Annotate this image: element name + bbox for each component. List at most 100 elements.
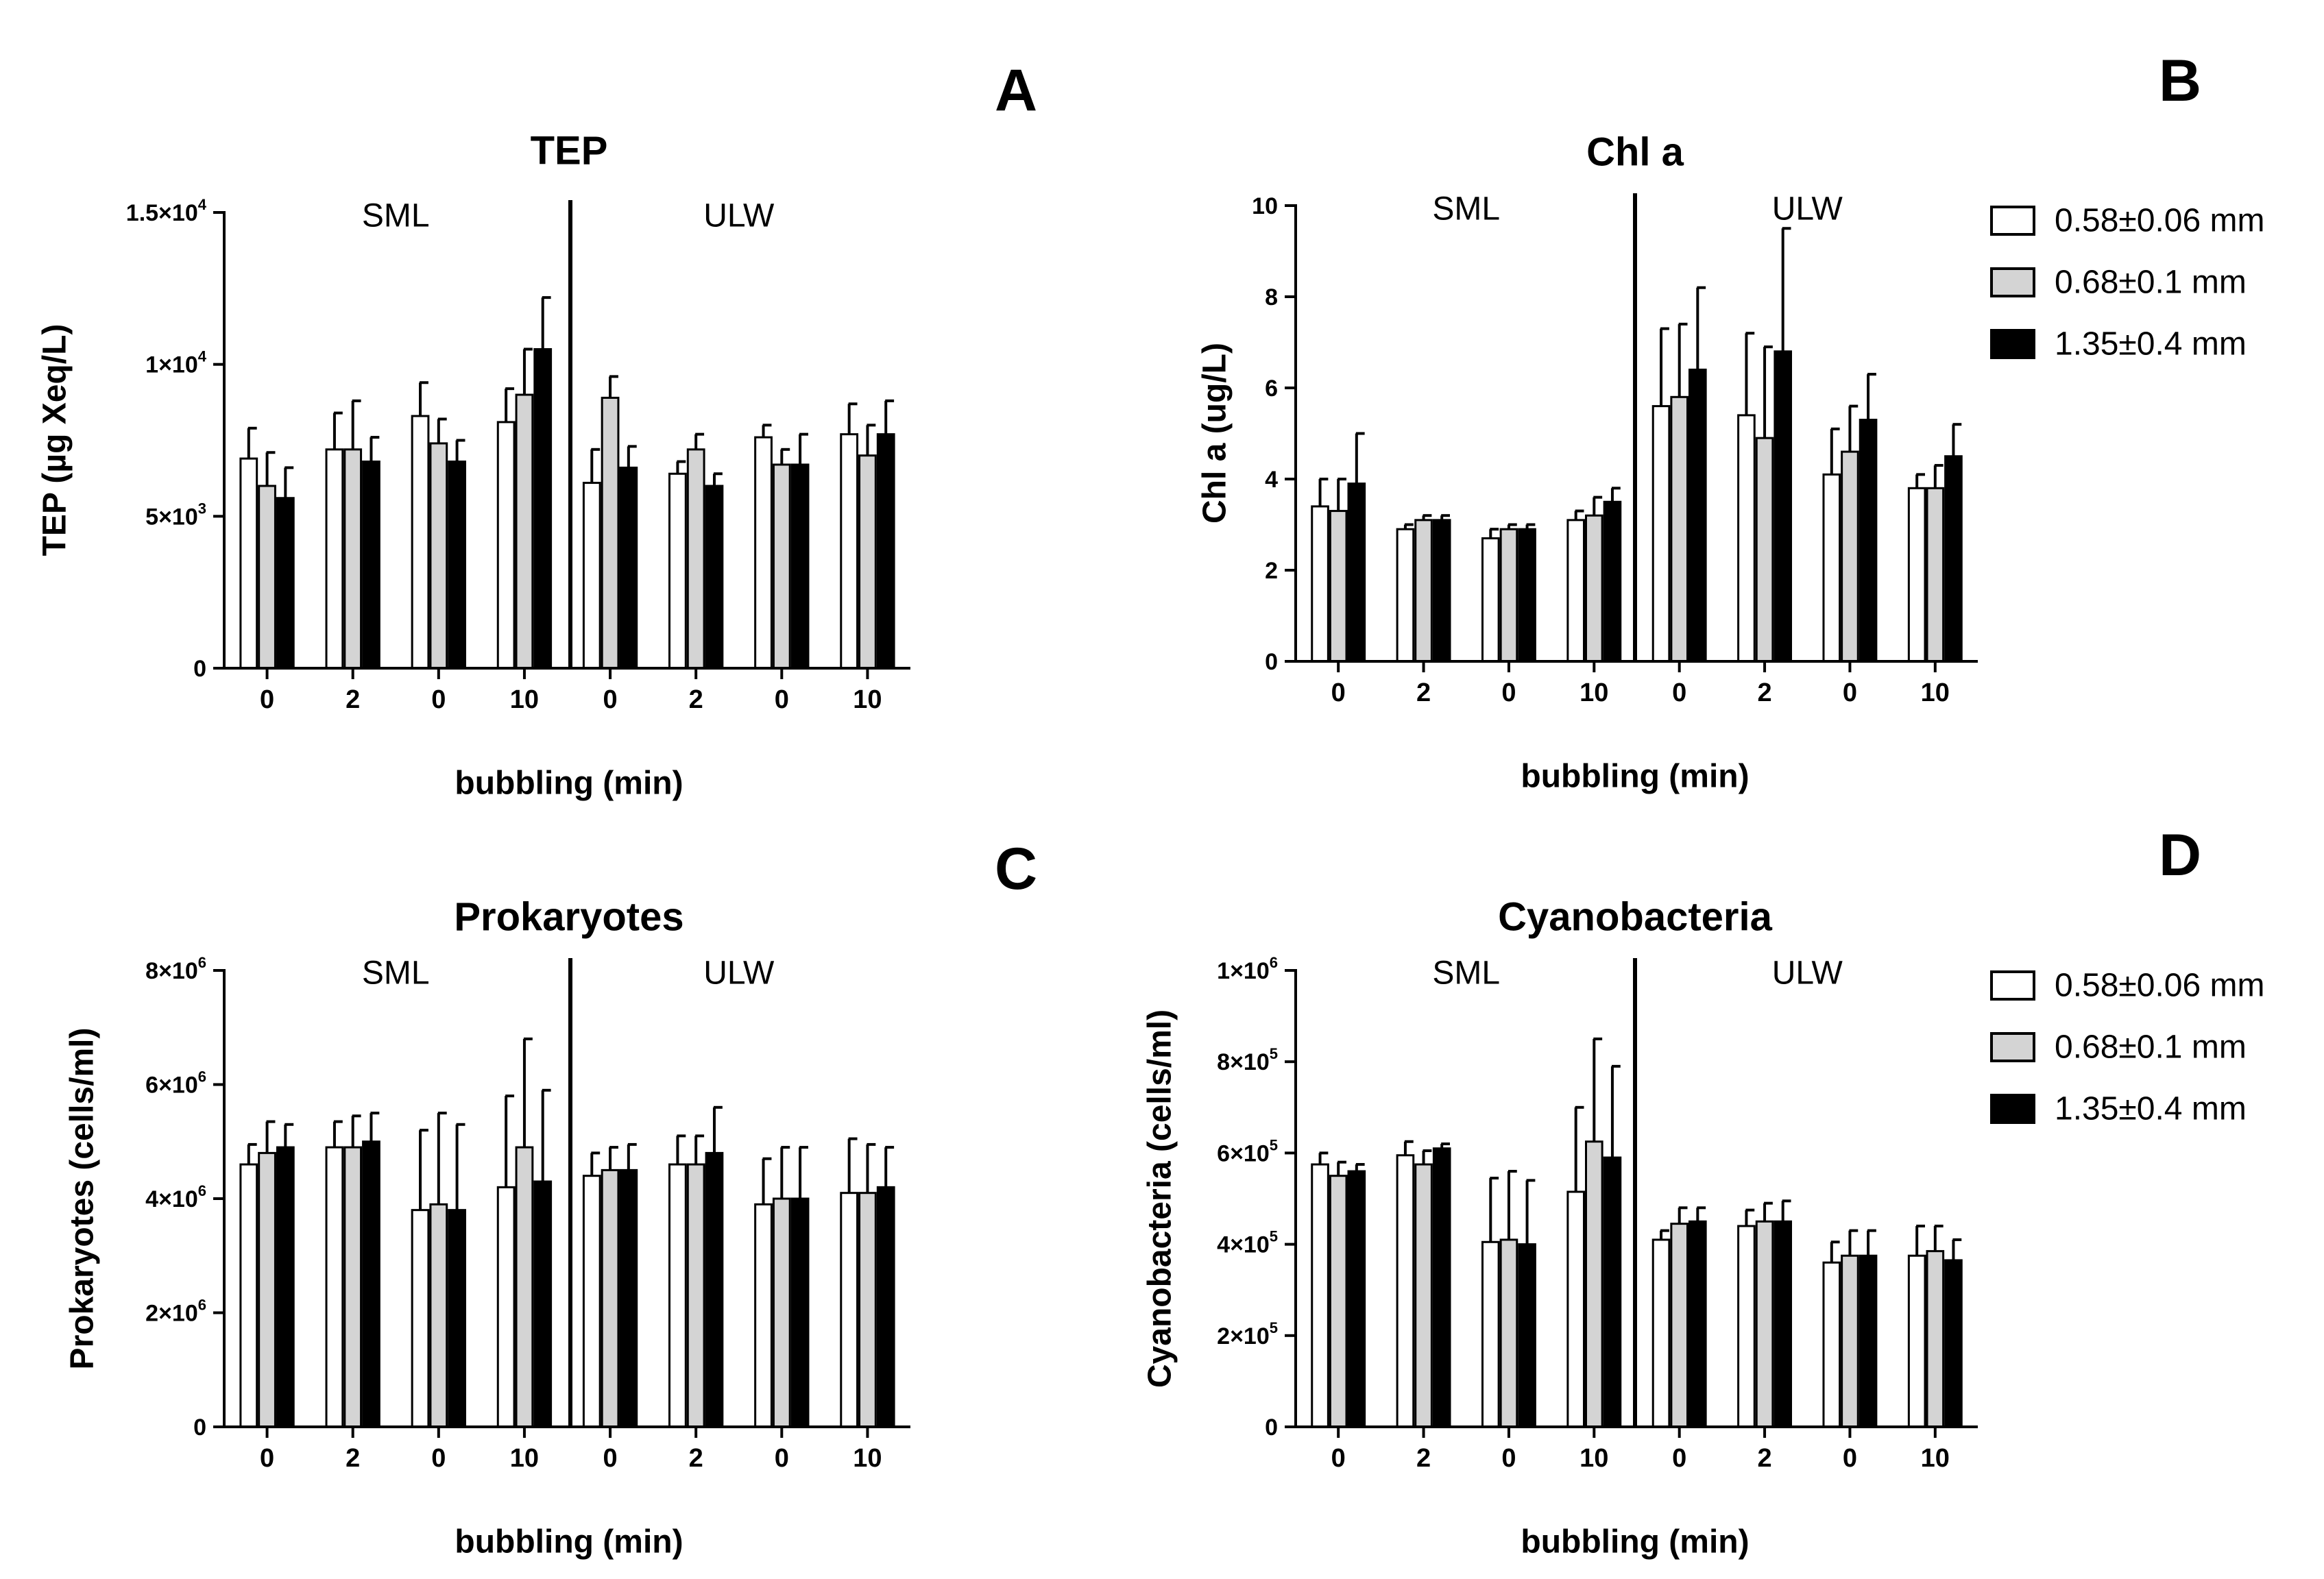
y-tick-label: 0 [1265, 1415, 1278, 1441]
x-tick-label: 10 [510, 1444, 539, 1473]
bar [429, 442, 448, 670]
bar [448, 461, 466, 670]
y-tick-mantissa: 0 [1265, 649, 1278, 675]
x-axis-title: bubbling (min) [1521, 759, 1749, 795]
bar [1311, 505, 1329, 663]
bar [362, 461, 380, 670]
panel-letter: A [995, 58, 1037, 123]
legend-label: 0.58±0.06 mm [2055, 203, 2265, 239]
legend-swatch [1990, 970, 2035, 1001]
y-tick-label: 8×106 [145, 954, 206, 984]
y-tick-exponent: 5 [1270, 1319, 1278, 1336]
y-tick-label: 1.5×104 [126, 196, 207, 226]
legend-2: 0.58±0.06 mm 0.68±0.1 mm 1.35±0.4 mm [1990, 968, 2265, 1127]
bar [1566, 519, 1585, 663]
y-tick-label: 1×104 [145, 348, 207, 378]
bar [1944, 1259, 1963, 1428]
x-axis-title: bubbling (min) [1521, 1524, 1749, 1560]
y-tick-mantissa: 8×10 [145, 958, 198, 984]
bar [239, 457, 258, 670]
bar [705, 1151, 724, 1428]
legend-swatch [1990, 1094, 2035, 1124]
y-tick-mantissa: 6×10 [145, 1073, 198, 1099]
bar [1822, 473, 1841, 663]
bar [840, 1192, 859, 1428]
panel-letter: C [995, 836, 1037, 902]
bar [754, 1203, 773, 1428]
bar [1774, 1220, 1793, 1428]
bar [1414, 1163, 1433, 1428]
bar [858, 1192, 877, 1428]
bar [876, 433, 895, 670]
x-tick-label: 2 [1757, 678, 1771, 707]
legend-label: 1.35±0.4 mm [2055, 326, 2247, 363]
y-tick-mantissa: 0 [193, 656, 206, 682]
x-tick-label: 0 [1501, 1444, 1516, 1473]
bar [1432, 1147, 1451, 1428]
x-tick-label: 2 [346, 1444, 360, 1473]
bar [325, 1146, 344, 1428]
region-label-sml: SML [1432, 191, 1500, 228]
y-tick-label: 6 [1265, 376, 1278, 402]
chart-panel-B: B Chl a bubbling (min) Chl a (ug/L) SML ULW 0 2… [1197, 48, 2202, 795]
region-label-ulw: ULW [703, 198, 775, 234]
bar [1311, 1163, 1329, 1428]
bar [1688, 368, 1707, 663]
legend-swatch [1990, 1032, 2035, 1062]
x-axis-title: bubbling (min) [455, 1524, 683, 1560]
x-tick-label: 2 [689, 685, 703, 714]
x-tick-label: 2 [1416, 1444, 1431, 1473]
chart-panel-A: A TEP bubbling (min) TEP (µg Xeq/L) SML ULW 0 5… [37, 58, 1038, 802]
bar [1907, 487, 1926, 663]
bar [1584, 514, 1603, 663]
x-tick-label: 2 [1757, 1444, 1771, 1473]
bar [619, 466, 638, 670]
y-tick-exponent: 5 [1270, 1228, 1278, 1245]
bar [1841, 450, 1859, 663]
y-tick-label: 0 [193, 1415, 206, 1441]
bar [1688, 1220, 1707, 1428]
y-tick-exponent: 5 [1270, 1136, 1278, 1153]
x-tick-label: 10 [1921, 1444, 1950, 1473]
y-tick-mantissa: 5×10 [145, 504, 198, 530]
bar [1822, 1261, 1841, 1428]
region-label-ulw: ULW [703, 955, 775, 992]
y-tick-mantissa: 10 [1252, 193, 1278, 219]
bar [496, 1186, 516, 1428]
bar [448, 1209, 466, 1428]
x-tick-label: 0 [1331, 678, 1346, 707]
x-tick-label: 10 [1579, 1444, 1608, 1473]
bar [790, 1197, 810, 1428]
region-label-sml: SML [1432, 955, 1500, 992]
bar [1396, 1154, 1415, 1428]
y-tick-mantissa: 2×10 [1217, 1323, 1270, 1349]
bar [258, 485, 276, 670]
bar [411, 415, 430, 670]
bar [686, 448, 705, 670]
legend-swatch [1990, 267, 2035, 297]
y-tick-mantissa: 1.5×10 [126, 200, 198, 226]
bar [533, 348, 553, 670]
region-label-ulw: ULW [1772, 955, 1843, 992]
bar [1755, 437, 1774, 663]
bar [1907, 1254, 1926, 1428]
x-tick-label: 10 [853, 1444, 882, 1473]
bar [258, 1151, 276, 1428]
x-tick-label: 0 [1843, 1444, 1857, 1473]
bar [772, 1197, 791, 1428]
bar [582, 482, 601, 670]
y-tick-mantissa: 6 [1265, 376, 1278, 402]
bar [1737, 414, 1756, 663]
y-tick-label: 5×103 [145, 500, 206, 530]
bar [1670, 395, 1689, 663]
bar [705, 485, 724, 670]
bar [1329, 1175, 1348, 1428]
bar [619, 1168, 638, 1428]
y-tick-label: 2×106 [145, 1297, 206, 1327]
y-tick-label: 1×106 [1217, 954, 1278, 984]
legend-label: 0.68±0.1 mm [2055, 1029, 2247, 1066]
y-tick-exponent: 4 [198, 348, 207, 365]
legend-swatch [1990, 206, 2035, 236]
bar [1566, 1190, 1585, 1428]
